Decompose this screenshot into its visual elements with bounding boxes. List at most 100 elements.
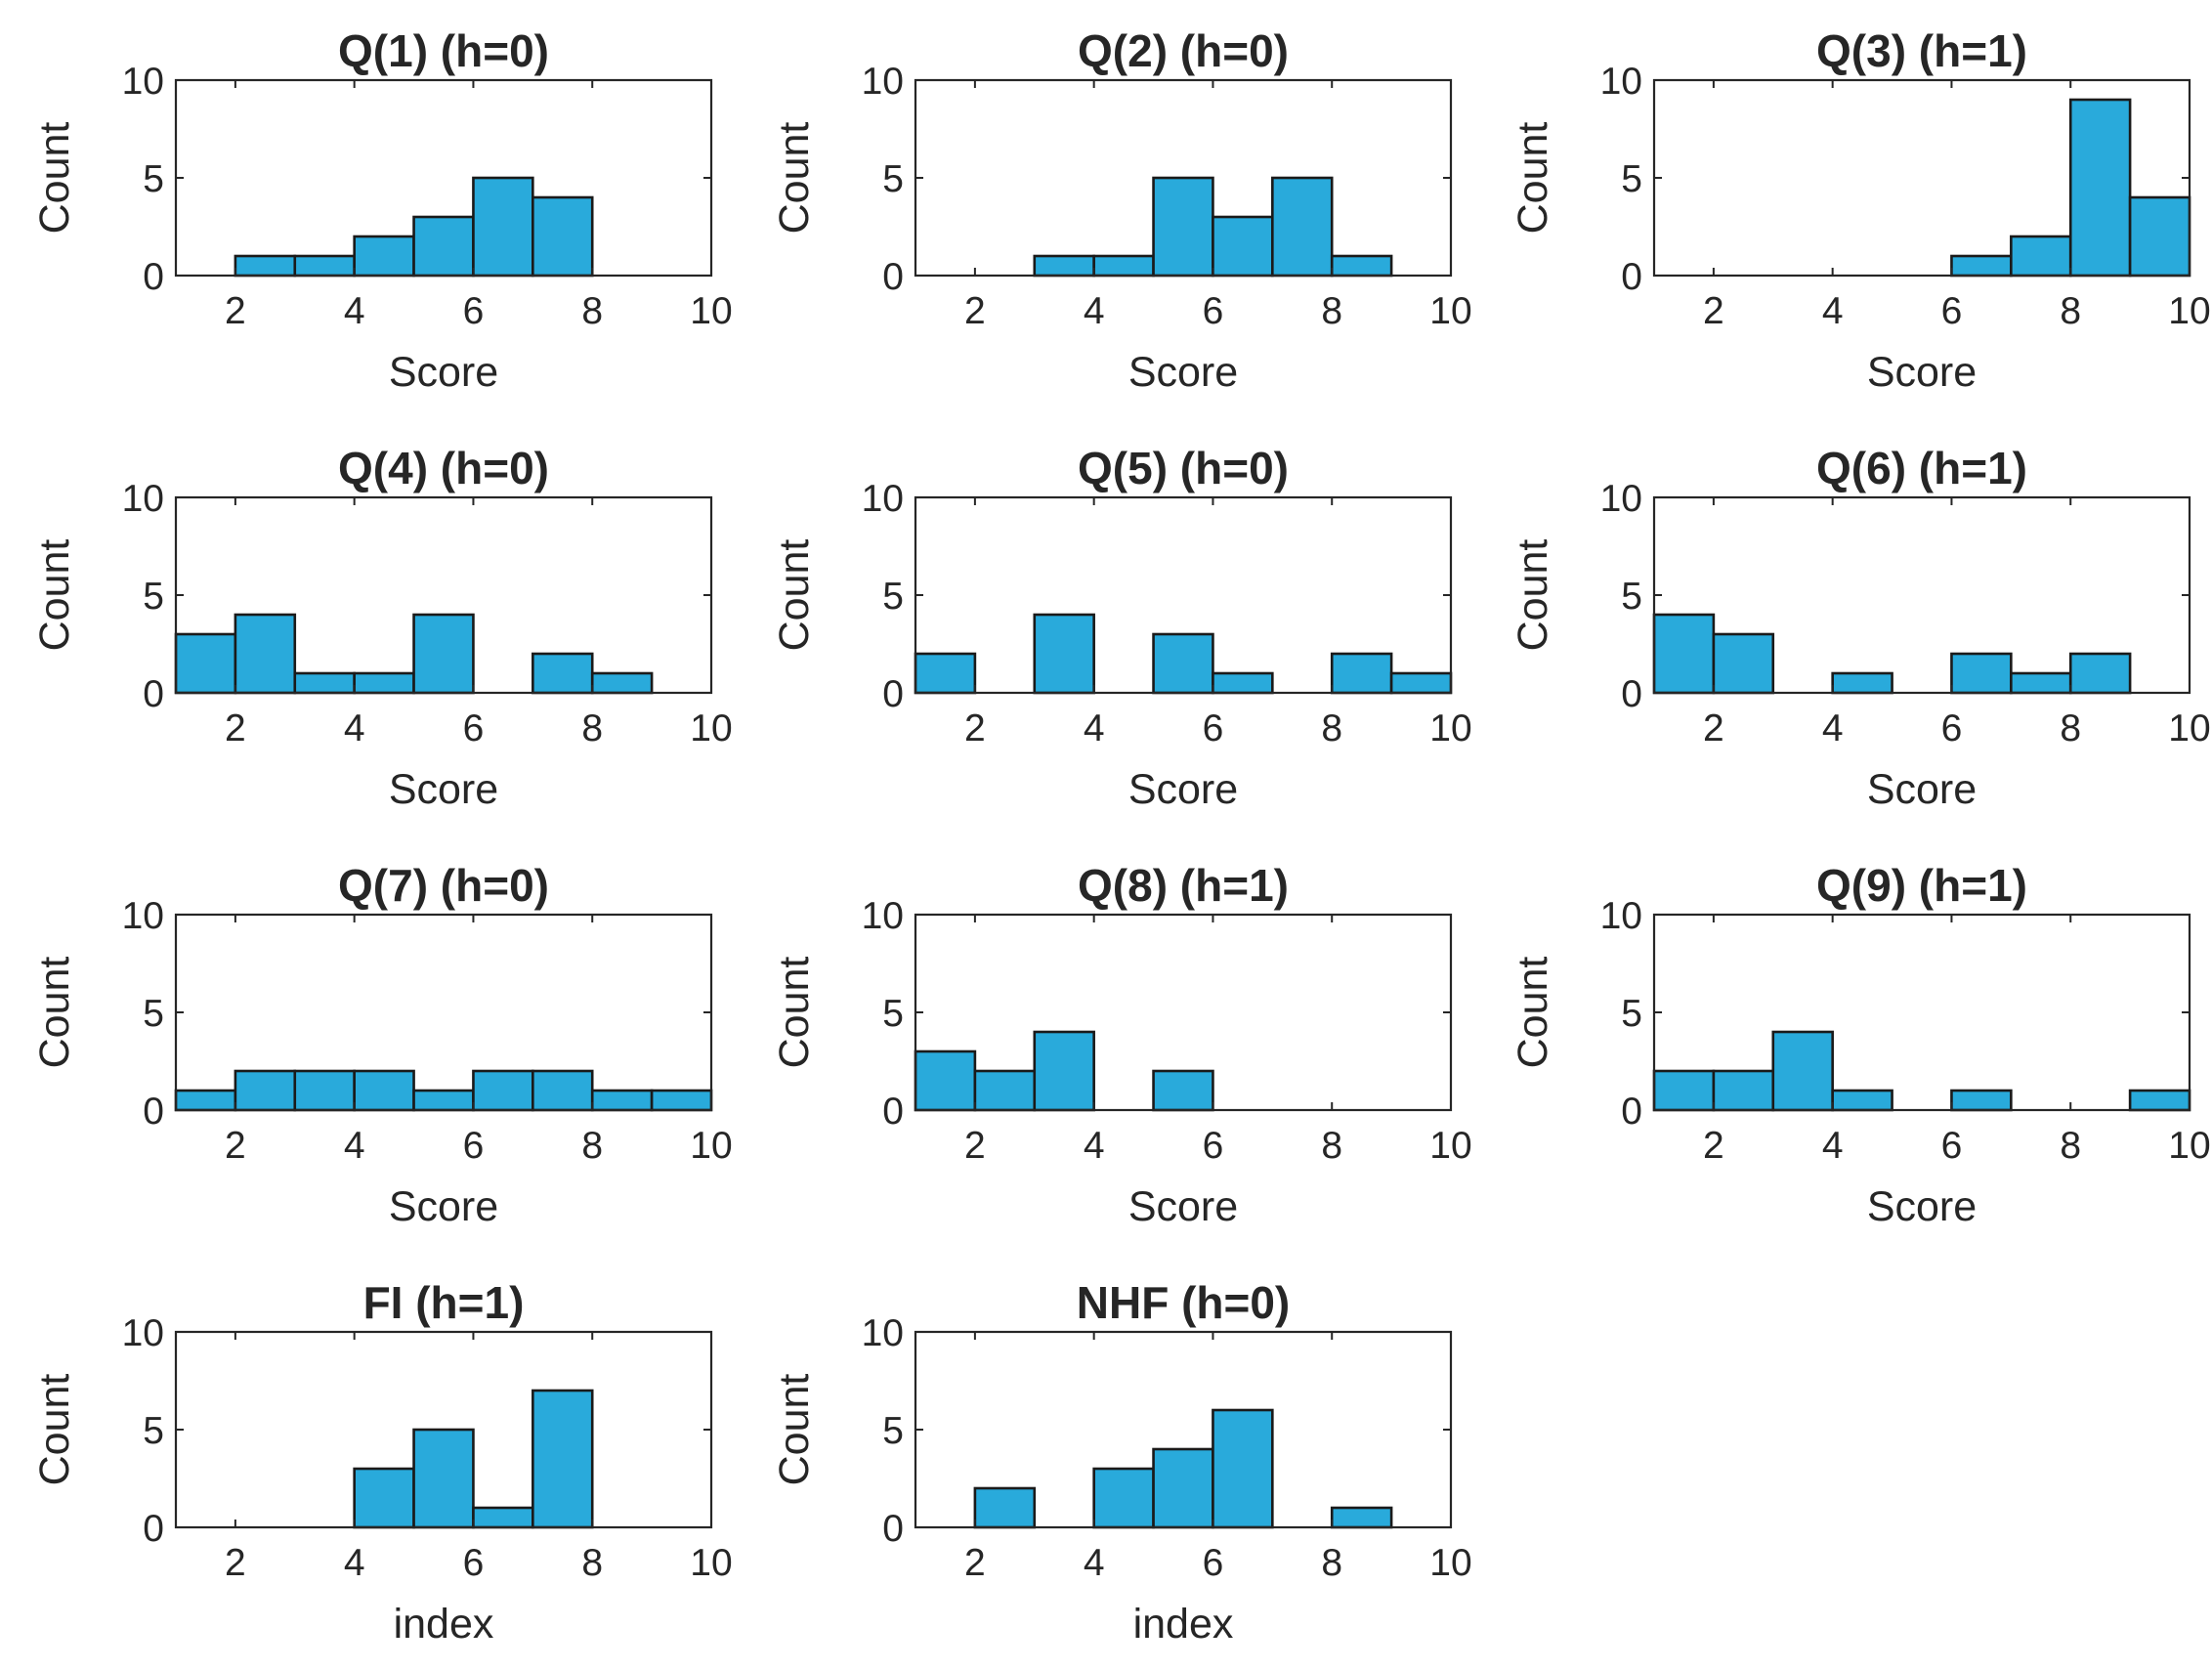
x-axis-label: Score xyxy=(1128,766,1238,813)
histogram-bar xyxy=(412,1089,475,1112)
x-tick-label: 6 xyxy=(1203,1125,1224,1167)
chart-title: Q(3) (h=1) xyxy=(1816,25,2027,76)
histogram-bar xyxy=(2128,1089,2191,1112)
x-axis-label: Score xyxy=(389,766,498,813)
x-axis-label: Score xyxy=(1128,349,1238,396)
x-tick-label: 2 xyxy=(225,707,246,749)
x-tick-label: 6 xyxy=(1203,290,1224,332)
histogram-bar xyxy=(973,1486,1037,1529)
chart-title: Q(4) (h=0) xyxy=(338,443,549,493)
y-tick-label: 0 xyxy=(1621,256,1642,298)
histogram-bar xyxy=(412,1428,475,1529)
histogram-bar xyxy=(1152,176,1214,278)
histogram-bar xyxy=(532,195,594,278)
y-tick-label: 10 xyxy=(1600,478,1642,520)
chart-title: Q(7) (h=0) xyxy=(338,860,549,911)
x-axis-label: Score xyxy=(389,1183,498,1230)
x-tick-label: 10 xyxy=(690,1542,732,1584)
y-tick-label: 0 xyxy=(882,1091,904,1133)
x-tick-label: 10 xyxy=(1429,1125,1471,1167)
x-tick-label: 2 xyxy=(225,290,246,332)
chart-title: Q(6) (h=1) xyxy=(1816,443,2027,493)
chart-panel-2: 2 4 6 8 10 0 5 10 Q(2) (h=0) Score Count xyxy=(771,25,1472,396)
x-tick-label: 4 xyxy=(344,707,365,749)
histogram-bar xyxy=(353,1467,415,1529)
x-tick-label: 2 xyxy=(225,1125,246,1167)
histogram-bar xyxy=(973,1069,1037,1112)
histogram-bar xyxy=(532,1069,594,1112)
x-tick-label: 8 xyxy=(581,1542,603,1584)
x-tick-label: 6 xyxy=(463,1542,485,1584)
y-tick-label: 10 xyxy=(1600,895,1642,937)
x-tick-label: 6 xyxy=(1941,707,1963,749)
histogram-bar xyxy=(1212,671,1274,695)
chart-title: Q(2) (h=0) xyxy=(1078,25,1289,76)
y-axis-label: Count xyxy=(1510,957,1556,1069)
x-tick-label: 4 xyxy=(1084,1542,1105,1584)
x-tick-label: 6 xyxy=(463,1125,485,1167)
x-tick-label: 2 xyxy=(1703,290,1724,332)
x-tick-label: 2 xyxy=(1703,707,1724,749)
y-tick-label: 5 xyxy=(143,993,164,1035)
histogram-bar xyxy=(532,652,594,695)
histogram-bar xyxy=(1212,215,1274,278)
histogram-bar xyxy=(412,613,475,695)
histogram-bar xyxy=(2010,671,2072,695)
y-tick-label: 5 xyxy=(143,158,164,200)
histogram-bar xyxy=(293,671,356,695)
histogram-bar xyxy=(1831,1089,1893,1112)
x-tick-label: 4 xyxy=(1822,290,1844,332)
histogram-bar xyxy=(1950,1089,2013,1112)
histogram-bar xyxy=(293,254,356,278)
y-tick-label: 10 xyxy=(862,478,904,520)
x-tick-label: 10 xyxy=(690,1125,732,1167)
histogram-bar xyxy=(1831,671,1893,695)
histogram-bar xyxy=(234,613,297,695)
x-axis-label: Score xyxy=(1867,1183,1977,1230)
x-tick-label: 6 xyxy=(1203,1542,1224,1584)
y-tick-label: 5 xyxy=(882,576,904,618)
y-tick-label: 5 xyxy=(882,993,904,1035)
chart-panel-8: 2 4 6 8 10 0 5 10 Q(8) (h=1) Score Count xyxy=(771,860,1472,1230)
x-tick-label: 2 xyxy=(1703,1125,1724,1167)
y-tick-label: 10 xyxy=(862,1312,904,1354)
histogram-bar xyxy=(472,176,534,278)
y-axis-label: Count xyxy=(31,957,78,1069)
x-tick-label: 6 xyxy=(1941,290,1963,332)
x-tick-label: 6 xyxy=(1941,1125,1963,1167)
chart-panel-9: 2 4 6 8 10 0 5 10 Q(9) (h=1) Score Count xyxy=(1510,860,2211,1230)
chart-panel-3: 2 4 6 8 10 0 5 10 Q(3) (h=1) Score Count xyxy=(1510,25,2211,396)
histogram-bar xyxy=(590,1089,654,1112)
chart-panel-1: 2 4 6 8 10 0 5 10 Q(1) (h=0) Score Count xyxy=(31,25,733,396)
x-tick-label: 8 xyxy=(581,707,603,749)
y-tick-label: 0 xyxy=(143,256,164,298)
histogram-bar xyxy=(1712,632,1775,695)
y-axis-label: Count xyxy=(771,539,818,652)
histogram-bar xyxy=(1092,1467,1155,1529)
histogram-bar xyxy=(174,1089,237,1112)
chart-panel-11: 2 4 6 8 10 0 5 10 NHF (h=0) index Count xyxy=(771,1277,1472,1648)
chart-panel-5: 2 4 6 8 10 0 5 10 Q(5) (h=0) Score Count xyxy=(771,443,1472,813)
x-tick-label: 4 xyxy=(1822,1125,1844,1167)
histogram-bar xyxy=(650,1089,713,1112)
histogram-bar xyxy=(1033,613,1095,695)
x-tick-label: 8 xyxy=(2060,1125,2081,1167)
y-axis-label: Count xyxy=(1510,539,1556,652)
y-tick-label: 10 xyxy=(862,61,904,103)
histogram-bar xyxy=(1712,1069,1775,1112)
histogram-bar xyxy=(2068,652,2132,695)
x-tick-label: 2 xyxy=(225,1542,246,1584)
chart-panel-7: 2 4 6 8 10 0 5 10 Q(7) (h=0) Score Count xyxy=(31,860,733,1230)
histogram-bar xyxy=(412,215,475,278)
x-tick-label: 4 xyxy=(344,290,365,332)
y-tick-label: 0 xyxy=(143,673,164,715)
y-tick-label: 10 xyxy=(122,1312,164,1354)
histogram-bar xyxy=(472,1069,534,1112)
histogram-bar xyxy=(234,254,297,278)
histogram-bar xyxy=(174,632,237,695)
x-tick-label: 10 xyxy=(2168,290,2210,332)
y-tick-label: 0 xyxy=(143,1508,164,1550)
x-tick-label: 6 xyxy=(1203,707,1224,749)
histogram-bar xyxy=(353,235,415,278)
